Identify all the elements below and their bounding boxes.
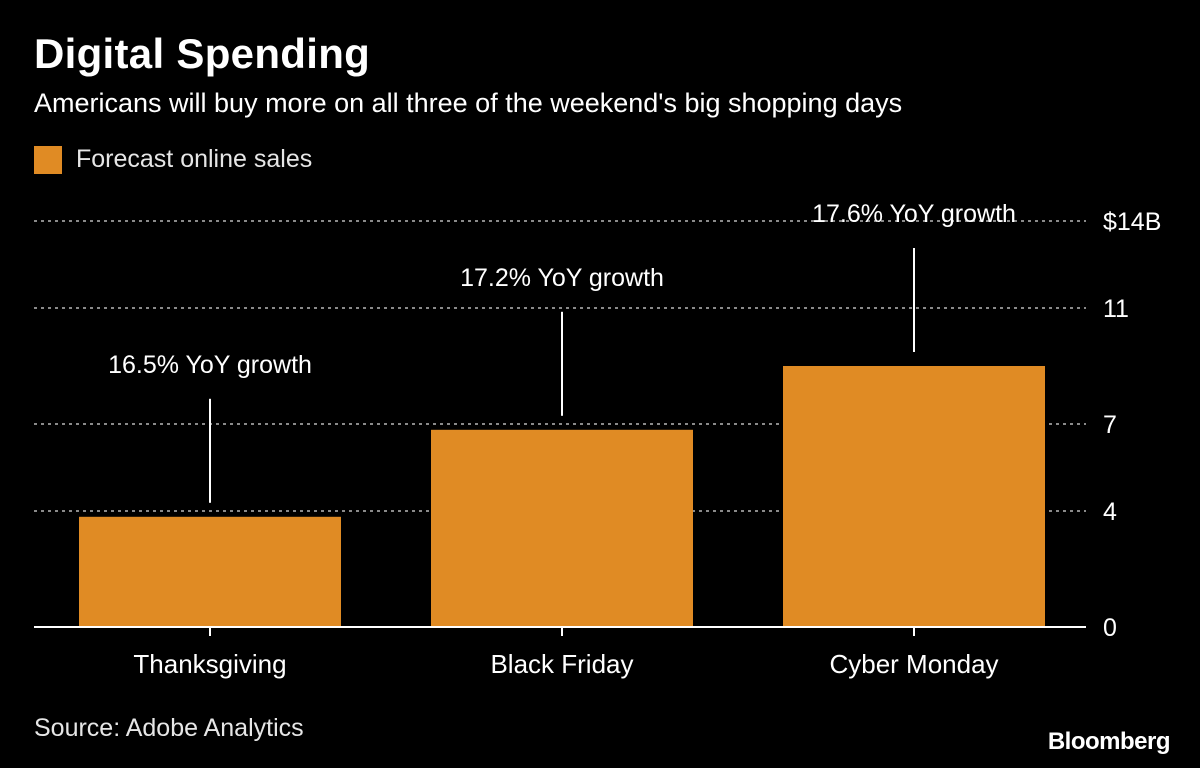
annotation-label: 17.2% YoY growth [460, 264, 664, 292]
legend-swatch [34, 145, 62, 174]
legend-label: Forecast online sales [76, 145, 313, 173]
bar [431, 429, 693, 627]
annotation-label: 17.6% YoY growth [812, 200, 1016, 228]
x-tick-label: Cyber Monday [829, 649, 998, 679]
bloomberg-logo: Bloomberg [1047, 728, 1171, 755]
annotation-label: 16.5% YoY growth [108, 351, 312, 379]
y-tick-label: 11 [1103, 295, 1129, 323]
source-note: Source: Adobe Analytics [34, 714, 304, 742]
bar [79, 516, 341, 627]
y-tick-label: $14B [1103, 208, 1161, 236]
bar [783, 366, 1045, 627]
y-tick-label: 4 [1103, 498, 1117, 526]
chart-title: Digital Spending [34, 30, 371, 77]
y-tick-label: 7 [1103, 411, 1117, 439]
x-tick-label: Thanksgiving [133, 649, 286, 679]
chart-subtitle: Americans will buy more on all three of … [34, 88, 903, 118]
legend: Forecast online sales [34, 145, 312, 174]
y-tick-label: 0 [1103, 614, 1117, 642]
x-tick-label: Black Friday [490, 649, 633, 679]
